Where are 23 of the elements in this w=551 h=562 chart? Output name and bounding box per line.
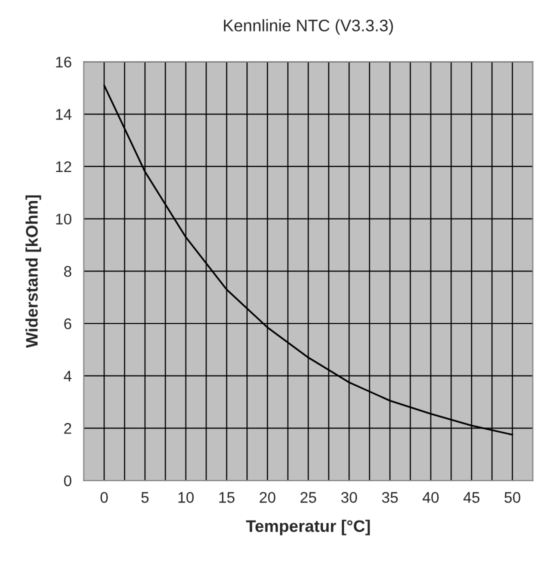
x-tick-label: 30 bbox=[341, 492, 358, 503]
y-tick-label: 4 bbox=[64, 370, 72, 382]
x-tick-label: 50 bbox=[504, 492, 520, 503]
x-tick-label: 0 bbox=[100, 492, 108, 503]
y-tick-label: 2 bbox=[64, 423, 72, 434]
y-tick-label: 16 bbox=[56, 56, 72, 68]
y-tick-label: 8 bbox=[64, 266, 72, 277]
x-tick-label: 45 bbox=[463, 492, 480, 503]
x-tick-label: 5 bbox=[141, 492, 149, 503]
x-tick-label: 10 bbox=[178, 492, 194, 503]
y-tick-label: 0 bbox=[64, 475, 72, 486]
y-axis-title: Widerstand [kOhm] bbox=[26, 195, 42, 348]
x-tick-label: 40 bbox=[422, 492, 439, 503]
y-tick-label: 10 bbox=[56, 214, 72, 225]
x-tick-label: 35 bbox=[382, 492, 398, 503]
x-tick-label: 25 bbox=[300, 492, 316, 503]
y-tick-label: 6 bbox=[64, 318, 72, 330]
chart-title: Kennlinie NTC (V3.3.3) bbox=[224, 19, 393, 35]
x-tick-label: 15 bbox=[219, 492, 234, 503]
y-tick-label: 14 bbox=[56, 109, 72, 120]
x-axis-title: Temperatur [°C] bbox=[246, 520, 370, 536]
y-tick-label: 12 bbox=[56, 161, 72, 172]
x-tick-label: 20 bbox=[260, 492, 276, 503]
